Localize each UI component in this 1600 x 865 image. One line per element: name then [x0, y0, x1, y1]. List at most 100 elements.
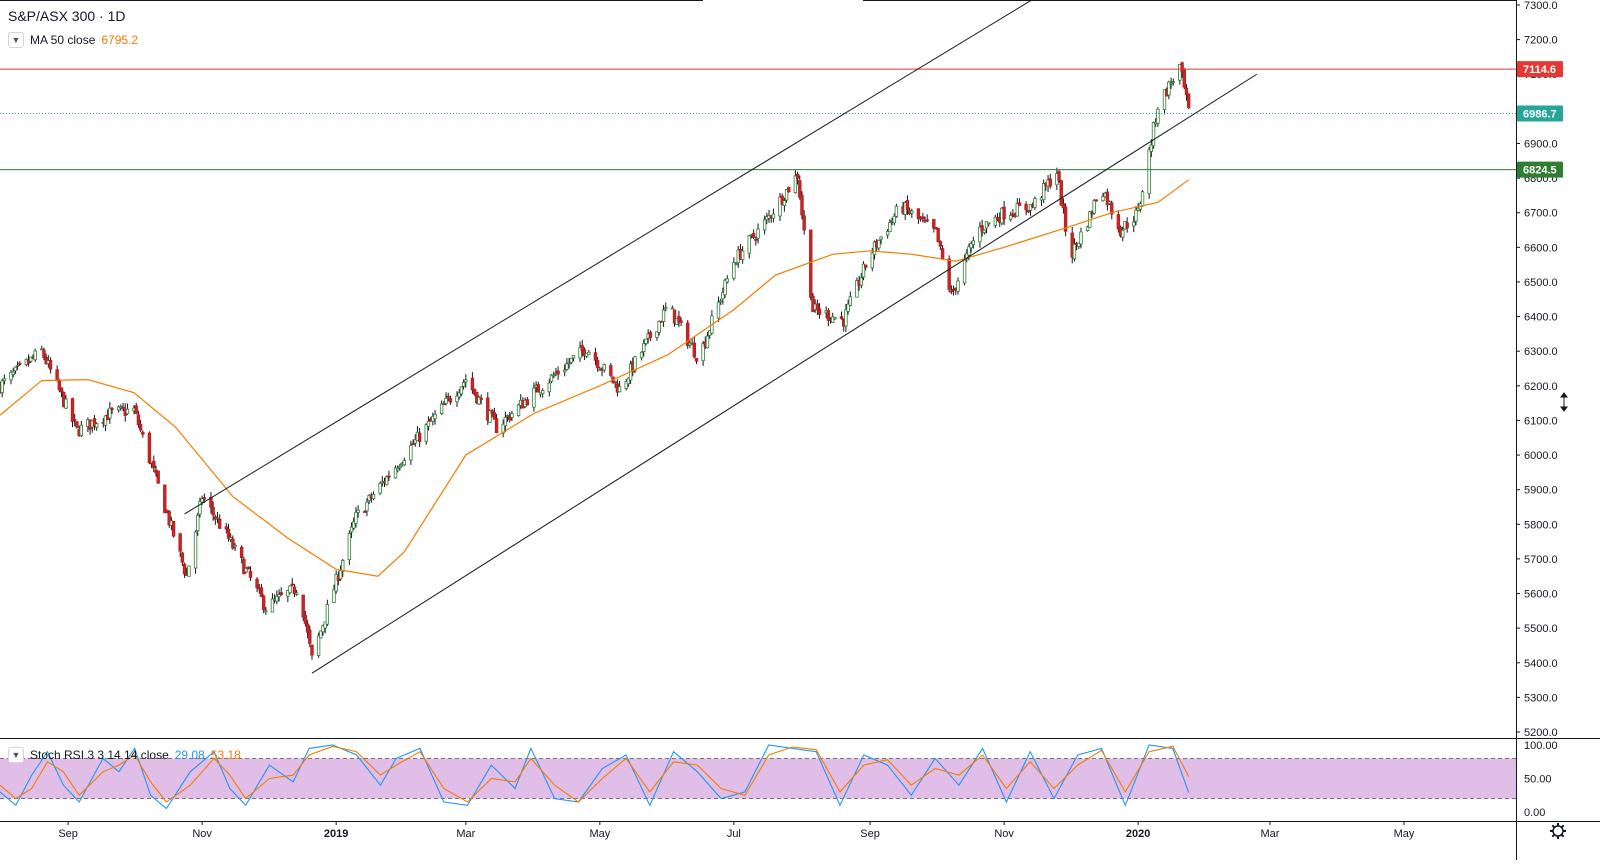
candle-down — [754, 238, 758, 241]
candle-down — [1094, 199, 1099, 202]
time-tick-label: 2020 — [1126, 828, 1150, 840]
candle-down — [863, 264, 868, 268]
candle-down — [448, 398, 453, 403]
candle-up — [571, 354, 576, 359]
candle-down — [138, 424, 143, 431]
candle-down — [134, 405, 138, 414]
candle-down — [1105, 191, 1110, 206]
candle-up — [993, 216, 998, 226]
candle-up — [413, 439, 417, 444]
candle-up — [319, 630, 323, 639]
channel-lower[interactable] — [311, 73, 1258, 674]
candle-down — [677, 315, 681, 323]
price-tick-label: 6700.0 — [1524, 208, 1558, 220]
candle-up — [602, 364, 606, 371]
candle-up — [378, 482, 382, 494]
candle-up — [64, 398, 68, 409]
candle-up — [639, 351, 644, 359]
candle-up — [1169, 82, 1173, 85]
chevron-down-icon[interactable]: ▼ — [8, 747, 24, 763]
candle-up — [103, 415, 108, 426]
candle-down — [916, 208, 921, 220]
candle-down — [787, 186, 791, 192]
candles-group — [0, 61, 1191, 660]
candle-down — [310, 644, 314, 656]
candle-down — [180, 552, 185, 563]
candle-down — [490, 410, 494, 415]
candle-up — [439, 403, 444, 414]
candle-down — [826, 310, 831, 321]
candle-up — [116, 406, 121, 411]
candle-up — [855, 280, 859, 298]
candle-up — [2, 378, 7, 382]
candle-up — [1121, 229, 1125, 238]
support-label: 6824.5 — [1523, 165, 1557, 177]
candle-down — [692, 342, 697, 358]
candle-up — [125, 408, 130, 415]
candle-up — [888, 222, 892, 233]
candle-down — [363, 511, 367, 513]
candle-up — [833, 317, 837, 320]
candle-up — [1171, 81, 1175, 84]
candle-down — [231, 538, 235, 549]
candle-up — [270, 598, 275, 613]
candle-down — [1002, 206, 1006, 220]
candle-up — [488, 410, 492, 423]
ma-legend-name: MA 50 close — [30, 33, 96, 47]
channel-upper[interactable] — [184, 0, 1035, 515]
chevron-down-icon[interactable]: ▼ — [8, 32, 24, 48]
candle-down — [815, 303, 820, 311]
price-tick-label: 6400.0 — [1524, 312, 1558, 324]
price-tick-label: 5300.0 — [1524, 692, 1558, 704]
candle-up — [352, 521, 356, 529]
candle-down — [1026, 210, 1030, 213]
candle-down — [446, 395, 450, 398]
candle-up — [1151, 122, 1156, 147]
candle-up — [642, 343, 646, 352]
candle-up — [541, 390, 545, 395]
price-tick-label: 6500.0 — [1524, 277, 1558, 289]
candle-up — [1077, 242, 1081, 247]
candle-down — [178, 533, 182, 552]
candle-down — [648, 332, 653, 339]
candle-up — [1079, 231, 1083, 245]
candle-down — [905, 200, 910, 210]
candle-down — [136, 414, 141, 426]
candle-up — [578, 347, 582, 359]
candle-down — [308, 629, 312, 644]
candle-up — [356, 509, 360, 513]
gear-tooth — [1560, 833, 1565, 838]
candle-up — [723, 279, 727, 296]
stoch-rsi-k-line — [0, 744, 1190, 810]
price-tick-label: 5700.0 — [1524, 554, 1558, 566]
stoch-rsi-band — [0, 758, 1516, 799]
candle-down — [817, 308, 822, 315]
candle-up — [831, 316, 835, 323]
candle-up — [321, 625, 325, 633]
candle-up — [433, 414, 437, 420]
candle-up — [316, 635, 321, 656]
candle-down — [59, 387, 64, 393]
candle-up — [584, 353, 589, 357]
candle-up — [1156, 108, 1160, 124]
candle-up — [0, 380, 4, 393]
candle-up — [477, 396, 481, 405]
candle-down — [492, 412, 497, 420]
candle-down — [73, 419, 77, 421]
candle-down — [147, 432, 152, 464]
price-tick-label: 5500.0 — [1524, 623, 1558, 635]
candle-down — [292, 586, 297, 594]
candle-up — [987, 222, 991, 225]
price-tick-label: 6300.0 — [1524, 346, 1558, 358]
candle-up — [354, 511, 358, 524]
gear-icon[interactable] — [1550, 823, 1566, 839]
candle-down — [938, 241, 943, 247]
candle-down — [980, 225, 984, 232]
chart-title: S&P/ASX 300 · 1D — [8, 8, 126, 24]
candle-down — [839, 316, 844, 319]
resize-cursor-icon — [1560, 392, 1568, 412]
candle-up — [229, 537, 233, 540]
candle-down — [932, 219, 936, 229]
